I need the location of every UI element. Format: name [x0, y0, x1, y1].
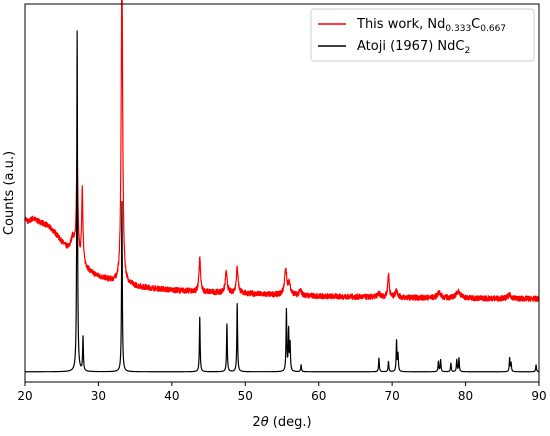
legend-entry-atoji: Atoji (1967) NdC2: [357, 39, 470, 56]
x-axis-label-var: θ: [261, 415, 269, 430]
legend-entry-this-work-sub1: 0.333: [445, 24, 471, 34]
plot-frame: [24, 3, 540, 383]
series-layer: [24, 0, 540, 373]
x-axis-label: 2θ (deg.): [252, 415, 311, 430]
x-tick-label-90: 90: [531, 389, 546, 403]
legend-entry-atoji-sub1: 2: [465, 46, 471, 56]
legend: This work, Nd0.333C0.667 Atoji (1967) Nd…: [310, 8, 535, 62]
series-line-atoji: [24, 30, 540, 373]
legend-entry-this-work-mid: C: [471, 17, 480, 32]
x-tick-label-70: 70: [385, 389, 400, 403]
legend-entry-this-work-sub2: 0.667: [480, 24, 506, 34]
series-line-this-work: [24, 0, 540, 303]
x-tick-label-30: 30: [91, 389, 106, 403]
x-tick-label-40: 40: [164, 389, 179, 403]
x-tick-label-50: 50: [238, 389, 253, 403]
x-tick-label-20: 20: [17, 389, 32, 403]
x-tick-label-60: 60: [311, 389, 326, 403]
x-axis-label-suffix: (deg.): [269, 415, 312, 430]
y-axis-label: Counts (a.u.): [2, 151, 17, 235]
x-axis-ticks: 20 30 40 50 60 70 80 90: [17, 382, 547, 403]
x-axis-label-prefix: 2: [252, 415, 260, 430]
legend-box: [310, 8, 535, 62]
legend-entry-atoji-main: Atoji (1967) NdC: [357, 39, 465, 54]
legend-entry-this-work: This work, Nd0.333C0.667: [356, 17, 506, 34]
x-tick-label-80: 80: [458, 389, 473, 403]
legend-entry-this-work-main: This work, Nd: [356, 17, 445, 32]
